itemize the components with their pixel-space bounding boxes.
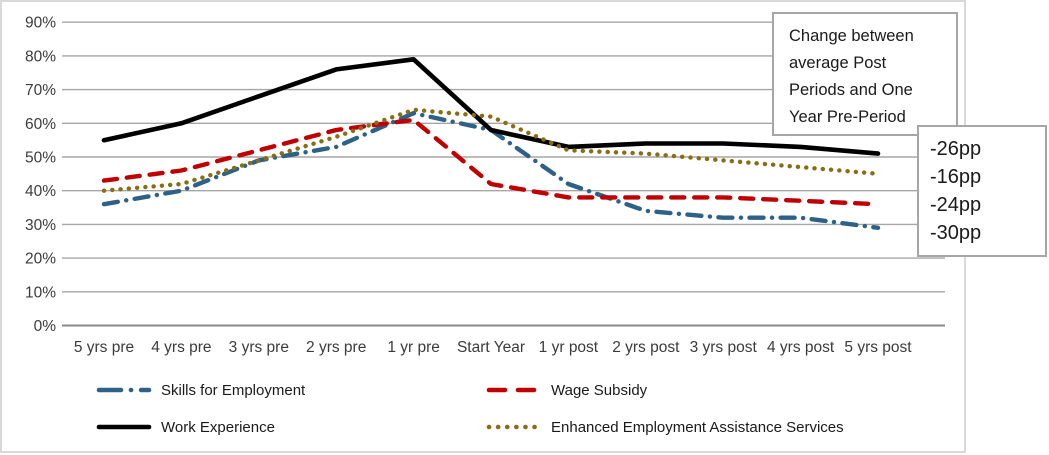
x-tick-label: 1 yr post [539, 339, 599, 356]
x-tick-label: 3 yrs post [690, 339, 758, 356]
x-tick-label: 5 yrs pre [74, 339, 134, 356]
y-tick-label: 0% [34, 318, 57, 335]
y-tick-label: 30% [25, 217, 56, 234]
change-value-enhanced-eas: -16pp [930, 166, 982, 188]
x-tick-label: 5 yrs post [844, 339, 912, 356]
legend-item-skills-for-employment: Skills for Employment [95, 379, 305, 401]
y-tick-label: 80% [25, 48, 56, 65]
legend-item-wage-subsidy: Wage Subsidy [485, 379, 647, 401]
legend-label: Enhanced Employment Assistance Services [551, 418, 844, 436]
change-value-wage-subsidy: -24pp [930, 194, 982, 216]
series-line-wage-subsidy [101, 117, 881, 207]
x-tick-label: Start Year [457, 339, 525, 356]
change-value-skills: -30pp [930, 222, 982, 244]
legend-item-enhanced-eas: Enhanced Employment Assistance Services [485, 416, 844, 438]
y-tick-label: 40% [25, 183, 56, 200]
y-tick-label: 60% [25, 116, 56, 133]
y-tick-label: 90% [25, 15, 56, 32]
x-tick-label: 4 yrs pre [151, 339, 211, 356]
y-tick-label: 10% [25, 284, 56, 301]
y-tick-label: 50% [25, 150, 56, 167]
x-tick-label: 4 yrs post [767, 339, 835, 356]
x-tick-label: 1 yr pre [387, 339, 440, 356]
series-line-enhanced-employment-assistance-services [101, 107, 881, 193]
x-tick-label: 3 yrs pre [229, 339, 289, 356]
callout-change-values: -26pp -16pp -24pp -30pp [917, 125, 1047, 257]
enhanced-eas-line-marker-icon [486, 424, 542, 430]
x-tick-label: 2 yrs pre [306, 339, 366, 356]
x-tick-label: 2 yrs post [612, 339, 680, 356]
wage-subsidy-line-marker-icon [486, 387, 542, 393]
y-tick-label: 20% [25, 251, 56, 268]
y-tick-label: 70% [25, 82, 56, 99]
work-experience-line-marker-icon [96, 424, 152, 430]
change-value-work-experience: -26pp [930, 138, 982, 160]
legend-label: Work Experience [161, 418, 275, 436]
legend-label: Skills for Employment [161, 381, 306, 399]
series-line-work-experience [101, 56, 881, 156]
legend-label: Wage Subsidy [551, 381, 648, 399]
callout-change-note: Change between average Post Periods and … [772, 12, 958, 136]
legend-item-work-experience: Work Experience [95, 416, 275, 438]
skills-line-marker-icon [96, 387, 152, 393]
